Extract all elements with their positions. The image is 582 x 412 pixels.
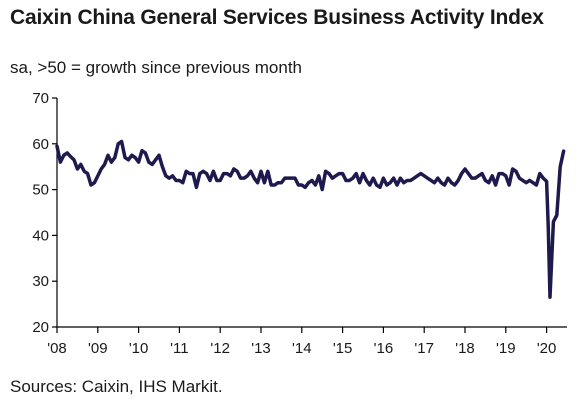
x-tick-label: '11 [170, 340, 188, 357]
x-tick-label: '09 [88, 340, 108, 357]
y-tick-label: 60 [32, 136, 49, 153]
x-tick-label: '16 [374, 340, 394, 357]
x-tick-label: '17 [414, 340, 434, 357]
y-tick-label: 50 [32, 182, 49, 199]
series-line [55, 139, 566, 299]
x-axis: '08 '09 '10 '11 '12 '13 '14 '15 '16 '17 '18 '19 '20 [47, 326, 567, 357]
x-tick-label: '10 [129, 340, 149, 357]
x-tick-label: '13 [251, 340, 271, 357]
chart-title: Caixin China General Services Business A… [10, 6, 544, 29]
chart-subtitle: sa, >50 = growth since previous month [10, 58, 302, 77]
y-tick-label: 30 [32, 273, 49, 290]
x-tick-label: '18 [455, 340, 475, 357]
y-axis: 20 30 40 50 60 70 [32, 90, 58, 336]
source-note: Sources: Caixin, IHS Markit. [10, 377, 223, 396]
x-tick-label: '08 [47, 340, 67, 357]
x-tick-label: '20 [537, 340, 557, 357]
y-tick-label: 20 [32, 319, 49, 336]
y-tick-label: 40 [32, 227, 49, 244]
x-tick-label: '12 [210, 340, 230, 357]
x-tick-label: '14 [292, 340, 312, 357]
y-tick-label: 70 [32, 90, 49, 107]
x-tick-label: '19 [496, 340, 516, 357]
x-tick-label: '15 [333, 340, 353, 357]
